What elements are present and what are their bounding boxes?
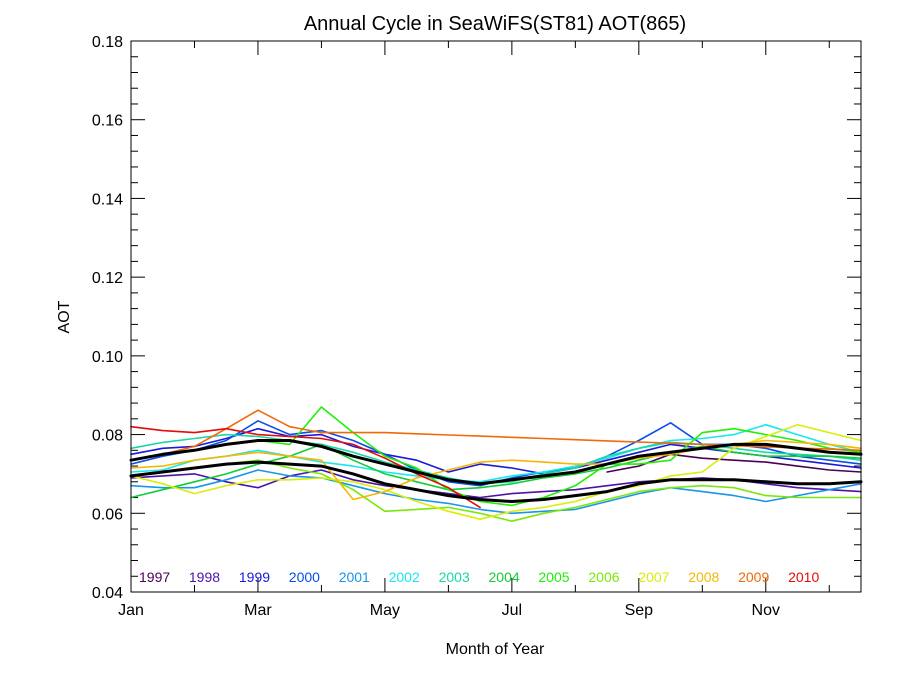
legend-item-1997: 1997: [139, 569, 170, 585]
series-line-2002: [130, 423, 862, 483]
legend-item-2004: 2004: [489, 569, 520, 585]
y-tick-label: 0.14: [92, 191, 123, 208]
chart-title: Annual Cycle in SeaWiFS(ST81) AOT(865): [304, 13, 686, 35]
series-layer: [129, 406, 863, 522]
legend-item-2007: 2007: [638, 569, 669, 585]
y-tick-label: 0.08: [92, 428, 123, 445]
series-line-2010: [130, 425, 481, 509]
x-tick-label: May: [370, 602, 400, 619]
legend-item-2008: 2008: [688, 569, 719, 585]
series-line-2006: [130, 459, 862, 522]
y-tick-label: 0.10: [92, 349, 123, 366]
y-tick-label: 0.18: [92, 34, 123, 51]
series-line-2004: [130, 443, 862, 499]
x-tick-label: Nov: [752, 602, 780, 619]
legend-item-2010: 2010: [788, 569, 819, 585]
y-tick-label: 0.12: [92, 270, 123, 287]
y-tick-label: 0.16: [92, 113, 123, 130]
x-tick-label: Jan: [118, 602, 144, 619]
y-axis-label: AOT: [56, 300, 73, 333]
series-line-2001: [130, 469, 862, 515]
legend-item-2003: 2003: [439, 569, 470, 585]
x-tick-label: Mar: [244, 602, 272, 619]
x-axis-label: Month of Year: [446, 641, 545, 658]
legend: 1997 1998 1999 2000 2001 2002 2003 2004 2005 2006…: [139, 569, 819, 585]
y-tick-label: 0.06: [92, 506, 123, 523]
plot-frame: [130, 40, 862, 593]
mean-line-15: [129, 460, 863, 503]
mean-line-14: [129, 439, 863, 486]
legend-item-2001: 2001: [339, 569, 370, 585]
series-line-2007: [130, 423, 862, 520]
x-tick-label: Jul: [502, 602, 522, 619]
axes-layer: 0.04 0.06 0.08 0.10 0.12 0.14 0.16 0.18 Jan Mar Ma…: [92, 34, 861, 619]
y-tick-label: 0.04: [92, 585, 123, 602]
legend-item-1999: 1999: [239, 569, 270, 585]
legend-item-2002: 2002: [389, 569, 420, 585]
x-tick-label: Sep: [625, 602, 654, 619]
legend-item-2000: 2000: [289, 569, 320, 585]
series-line-2005: [130, 406, 862, 507]
legend-item-2009: 2009: [738, 569, 769, 585]
legend-item-2005: 2005: [538, 569, 569, 585]
legend-item-1998: 1998: [189, 569, 220, 585]
legend-item-2006: 2006: [588, 569, 619, 585]
